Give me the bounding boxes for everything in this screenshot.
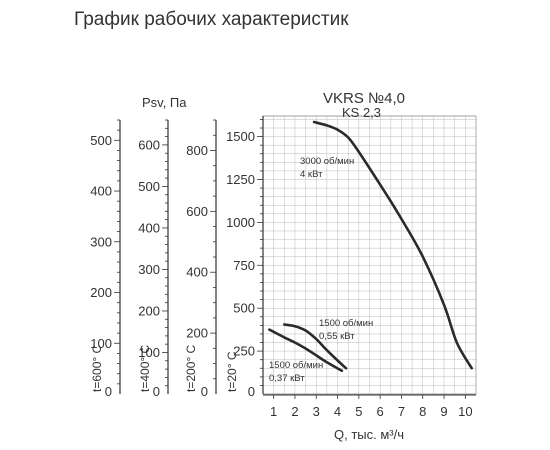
y-tick-label-zero: 0 [248,384,255,399]
y-tick-label: 500 [233,301,255,316]
series-label: 0,37 кВт [269,373,305,384]
chart-title: VKRS №4,0 [323,90,405,107]
side-axis-zero-label: 0 [201,384,208,399]
side-axis-tick-label: 100 [90,336,112,351]
x-tick-label: 5 [355,404,362,419]
y-tick-label: 1250 [226,172,255,187]
series-line [268,328,344,373]
side-axis-zero-label: 0 [105,384,112,399]
series-line [283,323,348,370]
side-axis-tick-label: 400 [90,184,112,199]
side-axis-tick-label: 500 [138,179,160,194]
x-tick-label: 6 [377,404,384,419]
series-label: 1500 об/мин [319,318,373,329]
chart-subtitle: KS 2,3 [342,105,381,120]
series-label: 1500 об/мин [269,360,323,371]
series-label: 4 кВт [300,169,323,180]
side-axis-label: t=20° C [225,351,239,392]
x-tick-label: 9 [440,404,447,419]
x-axis-label: Q, тыс. м³/ч [334,427,404,442]
side-axis-zero-label: 0 [153,384,160,399]
x-tick-label: 2 [291,404,298,419]
series-label: 0,55 кВт [319,331,355,342]
x-tick-label: 3 [313,404,320,419]
y-tick-label: 250 [233,344,255,359]
x-tick-label: 1 [270,404,277,419]
x-tick-label: 8 [419,404,426,419]
side-axis-tick-label: 500 [90,133,112,148]
series-line [312,120,473,370]
side-axis-label: t=600° C [90,345,104,392]
side-axis-tick-label: 300 [138,262,160,277]
side-axis-tick-label: 600 [138,137,160,152]
series-label: 3000 об/мин [300,156,354,167]
x-tick-label: 10 [458,404,472,419]
side-axis-tick-label: 200 [90,285,112,300]
side-axis-tick-label: 400 [138,220,160,235]
side-axis-tick-label: 600 [186,204,208,219]
side-axis-tick-label: 200 [138,303,160,318]
side-axis-tick-label: 300 [90,234,112,249]
y-tick-label: 1000 [226,215,255,230]
x-tick-label: 7 [398,404,405,419]
side-axis-label: t=400° C [138,345,152,392]
side-axis-label: t=200° C [184,345,198,392]
side-axis-tick-label: 800 [186,143,208,158]
side-axis-tick-label: 100 [138,345,160,360]
y-tick-label: 1500 [226,129,255,144]
y-axis-label: Psv, Па [142,95,187,110]
page-title: График рабочих характеристик [74,9,349,30]
y-tick-label: 750 [233,258,255,273]
side-axis-tick-label: 200 [186,326,208,341]
x-tick-label: 4 [334,404,341,419]
side-axis-tick-label: 400 [186,265,208,280]
